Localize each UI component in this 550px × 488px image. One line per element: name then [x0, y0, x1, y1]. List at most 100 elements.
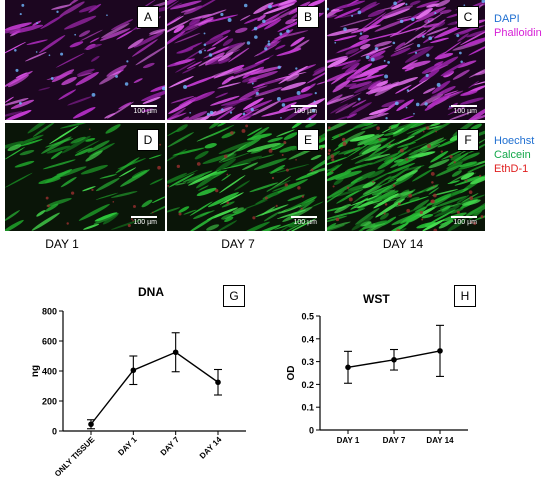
cell-fiber: [276, 129, 295, 137]
cell-fiber: [95, 192, 119, 200]
cell-fiber: [390, 153, 418, 168]
nucleus-dot: [264, 47, 268, 51]
cell-fiber: [463, 36, 485, 47]
nucleus-dot: [56, 10, 59, 14]
cell-fiber: [224, 216, 234, 223]
legend-ethd: EthD-1: [494, 163, 529, 175]
cell-fiber: [434, 25, 464, 39]
cell-fiber: [327, 224, 345, 231]
nucleus-dot: [422, 130, 425, 133]
nucleus-dot: [434, 12, 437, 15]
data-point: [88, 421, 94, 428]
cell-fiber: [261, 206, 276, 216]
cell-fiber: [219, 174, 246, 194]
scale-bar-d: 100 µm: [131, 216, 157, 226]
nucleus-dot: [416, 43, 421, 48]
y-tick-label: 0: [52, 427, 57, 437]
nucleus-dot: [189, 111, 192, 114]
cell-fiber: [350, 24, 382, 34]
cell-fiber: [127, 38, 144, 49]
cell-fiber: [269, 142, 287, 150]
nucleus-dot: [115, 74, 119, 78]
panel-label-g: G: [223, 285, 245, 307]
cell-fiber: [437, 86, 456, 96]
nucleus-dot: [152, 211, 154, 214]
nucleus-dot: [365, 55, 370, 60]
cell-fiber: [327, 14, 338, 19]
data-point: [345, 364, 351, 371]
nucleus-dot: [405, 158, 409, 161]
day-label-1: DAY 1: [45, 237, 79, 251]
cell-fiber: [209, 123, 223, 129]
cell-fiber: [415, 6, 447, 23]
cell-fiber: [356, 223, 373, 231]
cell-fiber: [255, 13, 280, 28]
cell-fiber: [244, 17, 260, 24]
nucleus-dot: [176, 164, 181, 169]
cell-fiber: [374, 41, 392, 47]
nucleus-dot: [330, 154, 335, 159]
cell-fiber: [309, 153, 325, 172]
nucleus-dot: [159, 143, 162, 146]
nucleus-dot: [127, 224, 131, 228]
cell-fiber: [280, 220, 308, 231]
cell-fiber: [316, 81, 325, 85]
x-tick-label: DAY 14: [426, 436, 454, 445]
cell-fiber: [221, 174, 231, 181]
nucleus-dot: [267, 40, 270, 43]
cell-fiber: [5, 146, 26, 160]
nucleus-dot: [394, 101, 399, 106]
cell-fiber: [220, 29, 231, 35]
nucleus-dot: [440, 150, 443, 153]
nucleus-dot: [357, 10, 362, 15]
nucleus-dot: [215, 188, 219, 193]
cell-fiber: [380, 213, 389, 220]
cell-fiber: [5, 70, 33, 88]
nucleus-dot: [468, 190, 473, 194]
cell-fiber: [69, 41, 84, 48]
nucleus-dot: [332, 185, 335, 188]
cell-fiber: [133, 78, 143, 84]
nucleus-dot: [208, 53, 213, 57]
cell-fiber: [204, 35, 224, 45]
cell-fiber: [282, 206, 313, 222]
cell-fiber: [99, 28, 131, 41]
cell-fiber: [235, 27, 248, 33]
cell-fiber: [428, 159, 450, 169]
cell-fiber: [290, 36, 305, 47]
y-tick-label: 0.1: [301, 403, 314, 413]
cell-fiber: [305, 123, 317, 128]
cell-fiber: [384, 175, 397, 181]
nucleus-dot: [419, 210, 423, 215]
nucleus-dot: [203, 43, 207, 47]
cell-fiber: [452, 69, 470, 80]
cell-fiber: [327, 191, 345, 208]
nucleus-dot: [384, 203, 388, 206]
cell-fiber: [232, 207, 244, 214]
cell-fiber: [465, 106, 485, 120]
cell-fiber: [179, 42, 203, 54]
nucleus-dot: [374, 47, 379, 51]
cell-fiber: [439, 9, 452, 14]
cell-fiber: [99, 70, 122, 85]
cell-fiber: [187, 111, 208, 120]
cell-fiber: [422, 87, 436, 94]
cell-fiber: [468, 80, 480, 89]
cell-fiber: [142, 96, 161, 104]
cell-fiber: [255, 194, 275, 205]
cell-fiber: [89, 37, 100, 43]
nucleus-dot: [295, 158, 297, 161]
cell-fiber: [435, 164, 463, 177]
nucleus-dot: [253, 26, 258, 31]
cell-fiber: [111, 191, 138, 198]
cell-fiber: [447, 152, 469, 166]
cell-fiber: [51, 4, 72, 10]
cell-fiber: [468, 43, 485, 56]
nucleus-dot: [106, 14, 108, 17]
cell-fiber: [382, 216, 397, 226]
cell-fiber: [61, 76, 77, 86]
cell-fiber: [189, 201, 213, 216]
nucleus-dot: [19, 101, 22, 105]
cell-fiber: [327, 28, 359, 37]
nucleus-dot: [435, 130, 437, 133]
